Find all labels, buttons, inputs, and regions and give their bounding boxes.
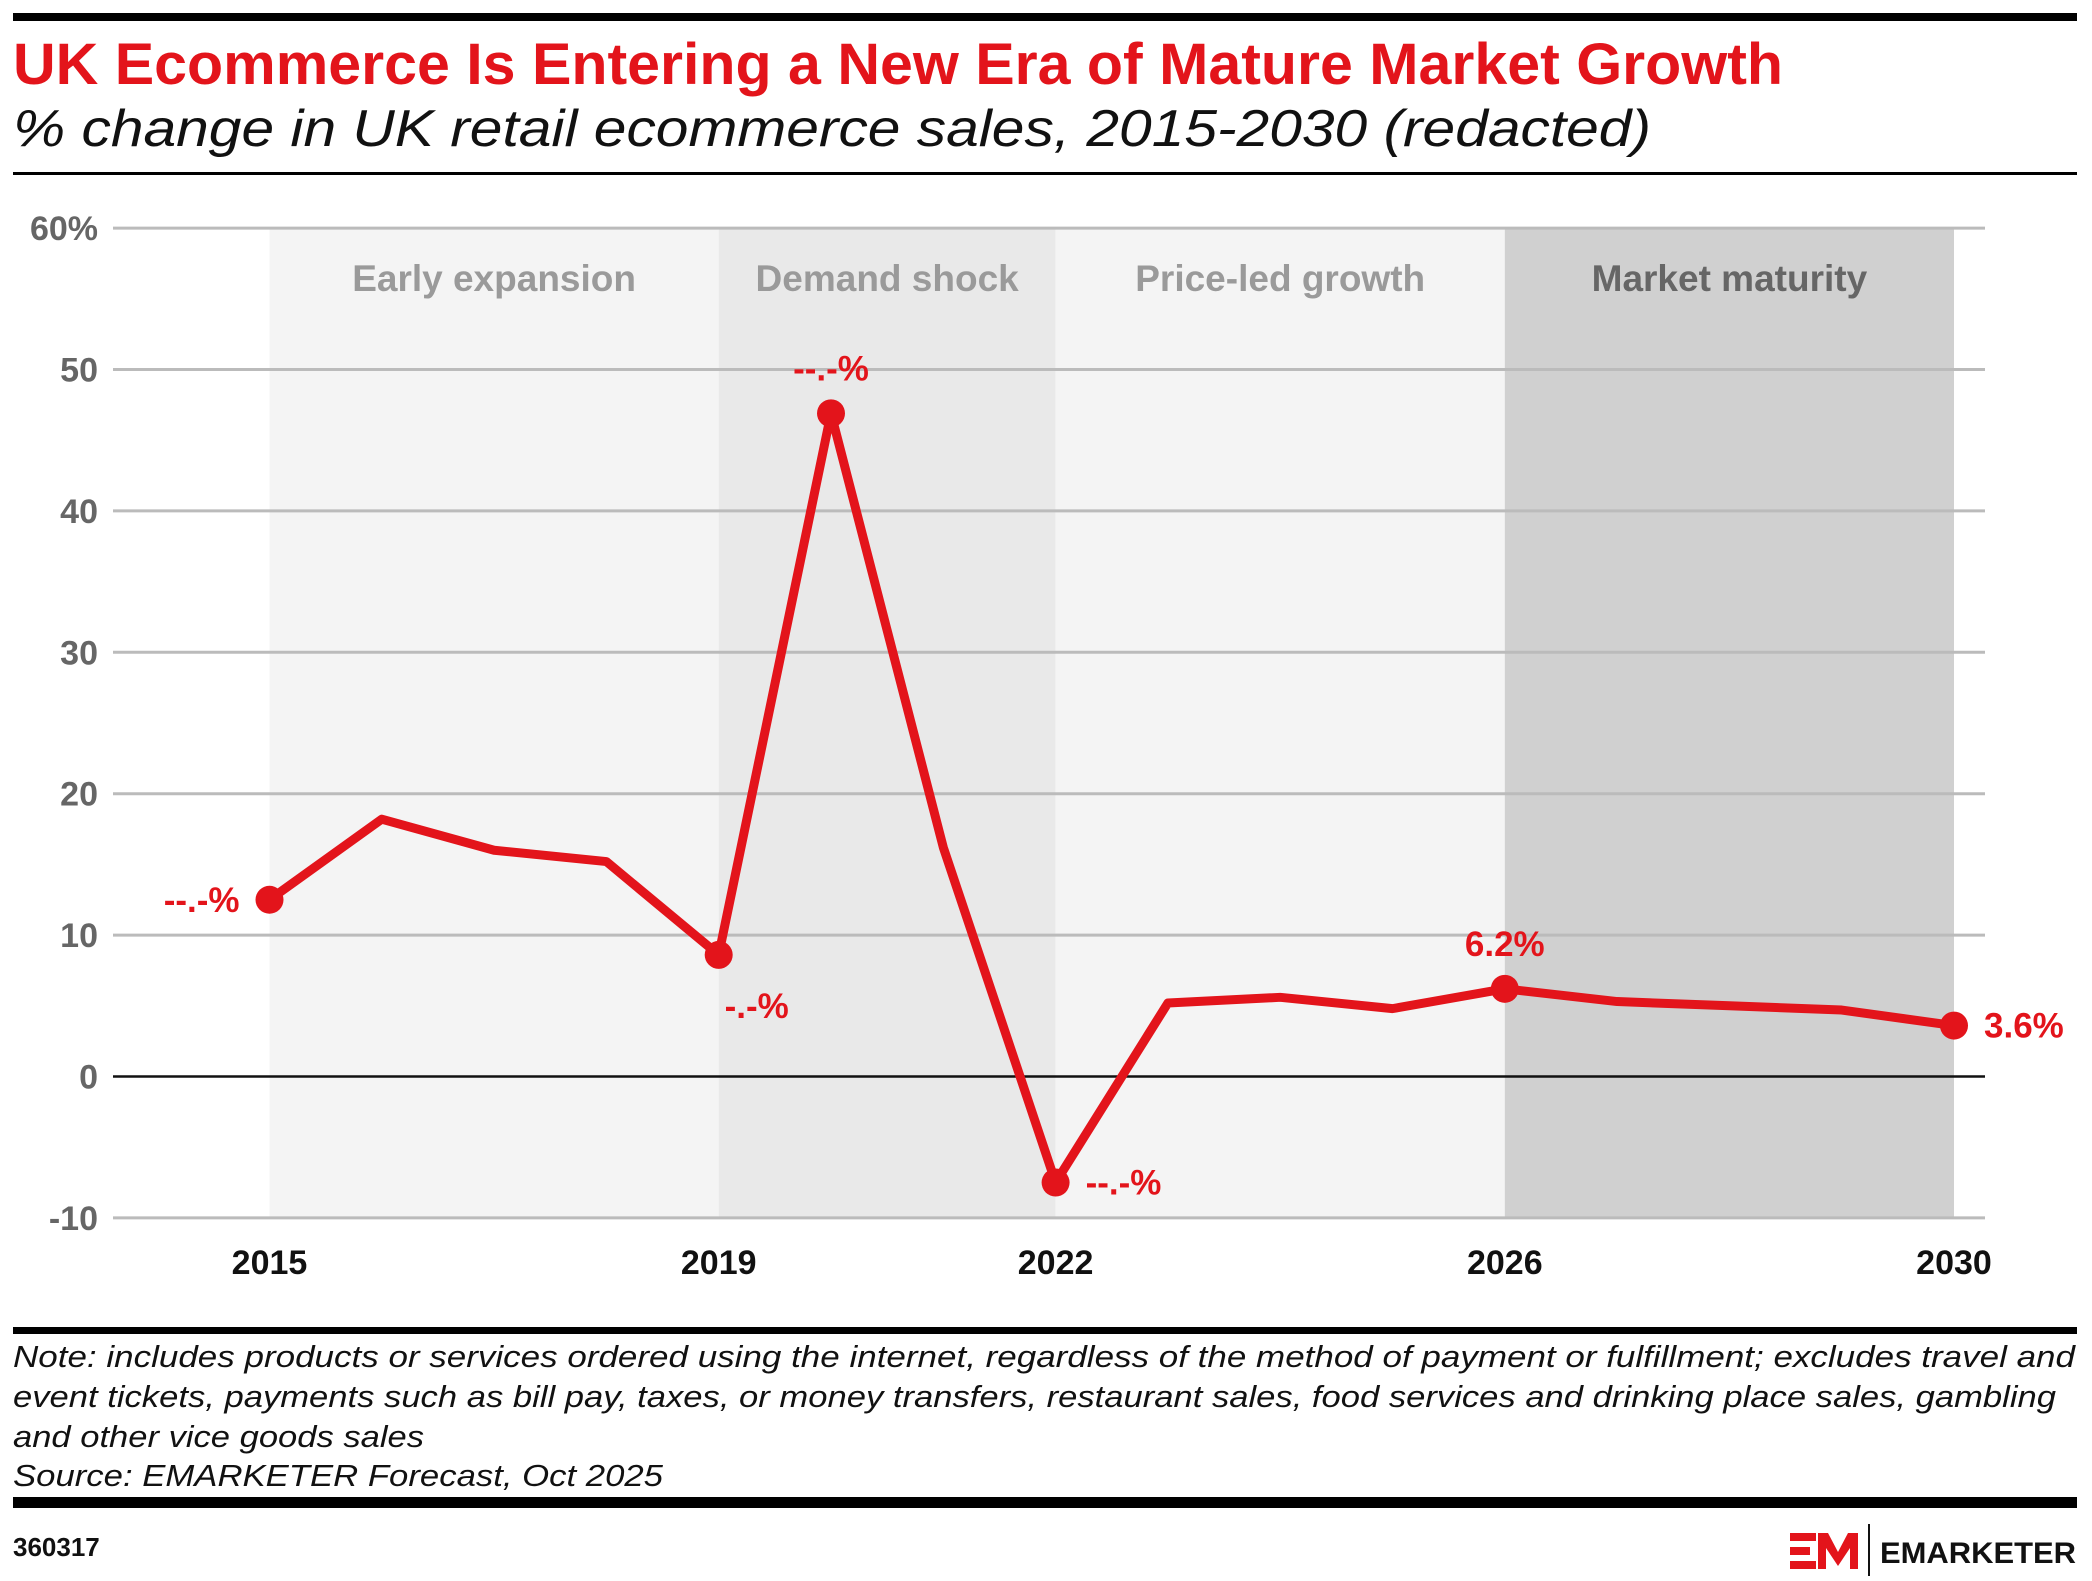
y-tick-label: 40 (60, 493, 98, 531)
x-tick-label: 2015 (232, 1244, 308, 1282)
source-line: Source: EMARKETER Forecast, Oct 2025 (13, 1458, 664, 1493)
band-label: Early expansion (352, 258, 636, 299)
y-axis: 60% 50 40 30 20 10 0 -10 (30, 210, 98, 1238)
bottom-rule (13, 1497, 2077, 1508)
y-tick-label: 0 (79, 1059, 98, 1097)
note-line-1: Note: includes products or services orde… (13, 1339, 2077, 1374)
chart-id: 360317 (13, 1532, 100, 1562)
data-label: 6.2% (1465, 925, 1545, 964)
data-marker (704, 940, 733, 969)
note-line-3: and other vice goods sales (13, 1419, 424, 1454)
emarketer-logo: EMARKETER (1790, 1524, 2076, 1576)
data-label: -.-% (725, 987, 789, 1026)
chart-subtitle: % change in UK retail ecommerce sales, 2… (13, 100, 1651, 158)
band-1 (718, 228, 1056, 1218)
x-tick-label: 2022 (1018, 1244, 1094, 1282)
note-line-2: event tickets, payments such as bill pay… (13, 1379, 2056, 1414)
x-tick-label: 2019 (681, 1244, 757, 1282)
band-label: Price-led growth (1135, 258, 1425, 299)
footer-rule (13, 1327, 2077, 1334)
y-tick-label: 60% (30, 210, 98, 248)
data-label: --.-% (1086, 1164, 1162, 1203)
top-rule (13, 13, 2077, 21)
data-labels: --.-% -.-% --.-% --.-% 6.2% 3.6% (164, 349, 2064, 1202)
band-label: Market maturity (1592, 258, 1868, 299)
brand-wordmark: EMARKETER (1880, 1537, 2076, 1570)
band-3 (1504, 228, 1954, 1218)
x-tick-label: 2026 (1467, 1244, 1543, 1282)
y-tick-label: 20 (60, 776, 98, 814)
gridlines (113, 226, 1985, 1220)
y-tick-label: 50 (60, 352, 98, 390)
data-marker (817, 399, 845, 428)
data-label: --.-% (793, 349, 869, 388)
series-path (265, 408, 1959, 1188)
band-0 (269, 228, 719, 1218)
data-marker (1940, 1011, 1968, 1040)
x-tick-label: 2030 (1916, 1244, 1992, 1282)
data-marker (1041, 1168, 1070, 1197)
x-axis: 2015 2019 2022 2026 2030 (232, 1244, 1992, 1282)
band-2 (1055, 228, 1505, 1218)
y-tick-label: 10 (60, 917, 98, 955)
header-rule (13, 172, 2077, 175)
data-marker (255, 885, 284, 914)
data-label: 3.6% (1984, 1007, 2064, 1046)
data-label: --.-% (164, 881, 240, 920)
y-tick-label: -10 (49, 1200, 98, 1238)
phase-bands: Early expansion Demand shock Price-led gro… (269, 228, 1954, 1218)
data-marker (1490, 974, 1519, 1003)
band-label: Demand shock (756, 258, 1020, 299)
chart-title: UK Ecommerce Is Entering a New Era of Ma… (13, 32, 1783, 97)
y-tick-label: 30 (60, 634, 98, 672)
em-logo-icon (1790, 1533, 1858, 1569)
